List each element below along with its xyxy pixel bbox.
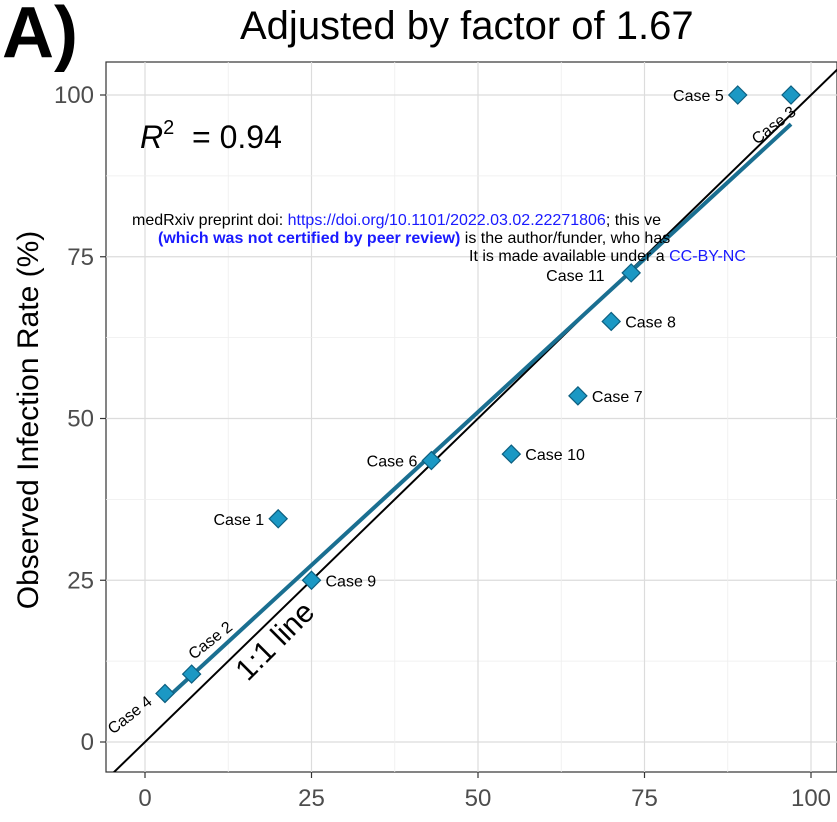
y-tick-label: 0 (81, 729, 94, 756)
y-tick-label: 25 (67, 567, 94, 594)
case-label-case-1: Case 1 (213, 512, 264, 529)
case-label-case-8: Case 8 (625, 314, 676, 331)
data-points (155, 85, 801, 704)
y-tick-label: 100 (54, 82, 94, 109)
data-point-case-9 (301, 570, 322, 591)
y-tick-label: 75 (67, 244, 94, 271)
case-label-case-11: Case 11 (546, 268, 605, 285)
r2-symbol: R2 (140, 117, 174, 155)
chart-title: Adjusted by factor of 1.67 (240, 4, 694, 48)
grid-lines (106, 62, 837, 772)
x-tick-label: 100 (791, 785, 831, 812)
data-point-case-2 (181, 664, 202, 684)
case-label-case-5: Case 5 (673, 88, 724, 105)
x-tick-label: 75 (631, 785, 658, 812)
data-point-case-5 (727, 85, 748, 105)
fit-line (163, 122, 793, 702)
data-point-case-11 (621, 263, 642, 283)
x-tick-label: 0 (138, 785, 151, 812)
data-point-case-10 (501, 444, 522, 464)
y-tick-labels: 0 25 50 75 100 (54, 82, 106, 756)
y-axis-title: Observed Infection Rate (%) (12, 231, 45, 610)
case-label-case-10: Case 10 (525, 447, 585, 464)
data-point-case-7 (568, 386, 588, 406)
case-label-case-7: Case 7 (592, 389, 643, 406)
x-tick-label: 50 (465, 785, 492, 812)
r-squared-annotation: R2 = 0.94 (140, 117, 282, 155)
regression-fit-line (163, 122, 793, 702)
x-tick-label: 25 (298, 785, 325, 812)
panel-label: A) (2, 0, 78, 73)
y-tick-label: 50 (67, 406, 94, 433)
r2-value: = 0.94 (192, 119, 282, 155)
case-label-case-6: Case 6 (367, 454, 418, 471)
one-to-one-line (112, 68, 837, 772)
data-point-case-4 (155, 683, 175, 704)
x-tick-labels: 0 25 50 75 100 (138, 772, 831, 812)
one-to-one-reference-line (112, 68, 837, 772)
data-point-case-6 (421, 450, 442, 471)
data-point-case-1 (268, 508, 289, 529)
case-label-case-9: Case 9 (326, 573, 377, 590)
data-point-case-8 (601, 311, 622, 332)
data-point-case-3 (781, 85, 801, 105)
